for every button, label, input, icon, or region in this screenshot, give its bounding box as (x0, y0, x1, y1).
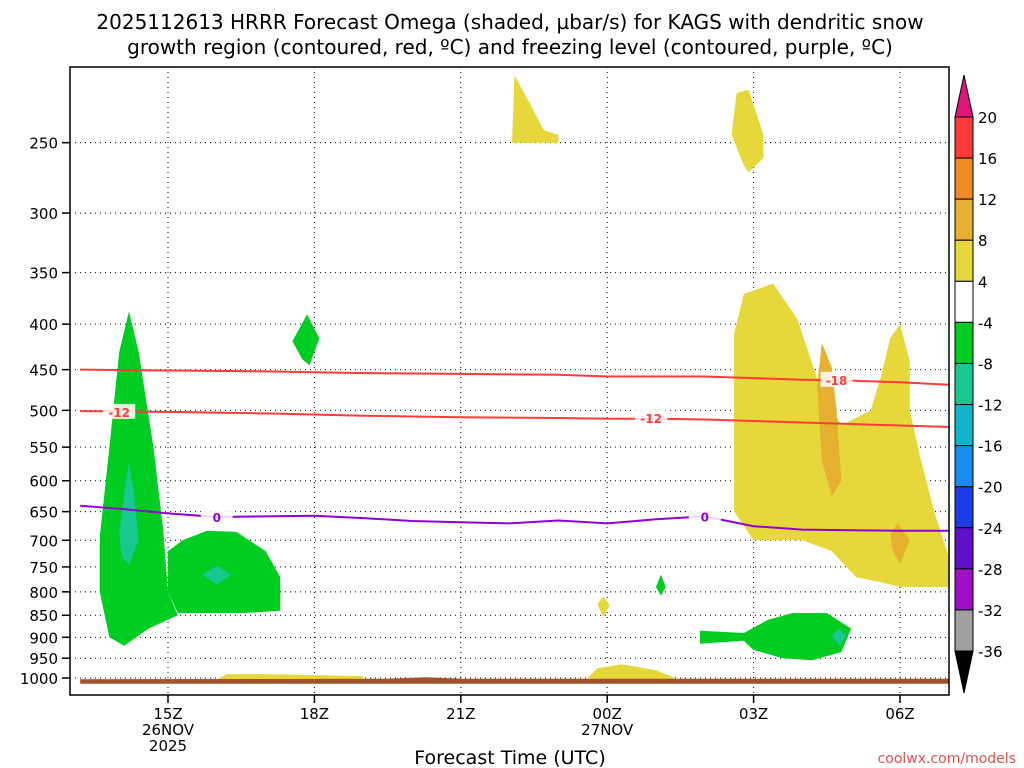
freezing-label-1: 0 (701, 510, 709, 524)
chart-title-line-2: growth region (contoured, red, ºC) and f… (127, 35, 893, 59)
colorbar-swatch-5 (954, 321, 974, 364)
x-tick-label-15-1: 26NOV (142, 721, 195, 739)
y-tick-label-750: 750 (29, 559, 58, 577)
colorbar-swatch-12 (954, 609, 974, 652)
dgz-label-0-bg (820, 371, 853, 387)
y-tick-label-650: 650 (29, 504, 58, 522)
x-tick-label-18-0: 18Z (300, 705, 329, 723)
freezing-label-0-bg (200, 508, 233, 524)
chart-title-line-1: 2025112613 HRRR Forecast Omega (shaded, … (96, 10, 923, 34)
colorbar-label-5: -4 (978, 314, 993, 332)
y-tick-label-350: 350 (29, 265, 58, 283)
omega-region-10 (597, 596, 610, 618)
omega-region-9 (890, 523, 910, 565)
colorbar: 20 16 12 8 4 -4 -8 -12 -16 -20 -24 -28 -32 -36 (954, 74, 1003, 694)
x-tick-label-21-0: 21Z (446, 705, 475, 723)
y-tick-label-550: 550 (29, 439, 58, 457)
x-tick-label-24-0: 00Z (593, 705, 622, 723)
colorbar-swatch-4 (954, 280, 974, 323)
x-tick-label-24-1: 27NOV (581, 721, 634, 739)
dgz-label-2-bg (103, 403, 136, 419)
omega-region-7 (734, 283, 949, 587)
dgz-label-2: -12 (108, 406, 130, 420)
credit-text: coolwx.com/models (878, 751, 1016, 767)
dgz-label-0: -18 (826, 374, 848, 388)
omega-region-13 (831, 628, 847, 646)
omega-region-16 (80, 677, 949, 684)
colorbar-swatch-10 (954, 527, 974, 570)
dgz-label-1-bg (635, 409, 668, 425)
omega-region-0 (99, 311, 178, 646)
freezing-label-0: 0 (213, 511, 221, 525)
colorbar-label-12: -32 (978, 602, 1003, 620)
colorbar-swatch-11 (954, 568, 974, 611)
x-tick-label-27-0: 03Z (739, 705, 768, 723)
colorbar-label-11: -28 (978, 561, 1003, 579)
omega-shading (80, 75, 949, 684)
contour-labels: -18 -12 -12 0 0 (103, 371, 853, 525)
dgz-label-1: -12 (640, 412, 662, 426)
colorbar-label-1: 16 (978, 150, 997, 168)
omega-region-5 (512, 75, 559, 143)
colorbar-label-9: -20 (978, 479, 1003, 497)
y-tick-label-850: 850 (29, 607, 58, 625)
colorbar-swatch-2 (954, 198, 974, 241)
colorbar-label-0: 20 (978, 109, 997, 127)
colorbar-swatch-3 (954, 239, 974, 282)
colorbar-label-3: 8 (978, 232, 988, 250)
x-tick-label-15-2: 2025 (149, 737, 187, 755)
colorbar-swatch-9 (954, 486, 974, 529)
colorbar-label-4: 4 (978, 273, 988, 291)
colorbar-label-7: -12 (978, 397, 1003, 415)
colorbar-label-13: -36 (978, 643, 1003, 661)
colorbar-top-arrow (954, 74, 974, 118)
omega-region-6 (731, 89, 764, 173)
x-tick-label-15-0: 15Z (153, 705, 182, 723)
y-tick-label-900: 900 (29, 629, 58, 647)
y-tick-label-1000: 1000 (20, 670, 58, 688)
dgz-contour-1 (80, 410, 949, 428)
colorbar-label-10: -24 (978, 520, 1003, 538)
freezing-label-1-bg (688, 508, 721, 524)
plot-frame (69, 66, 950, 696)
colorbar-swatch-8 (954, 445, 974, 488)
y-tick-label-800: 800 (29, 584, 58, 602)
y-tick-label-950: 950 (29, 650, 58, 668)
y-tick-label-450: 450 (29, 362, 58, 380)
y-tick-label-300: 300 (29, 205, 58, 223)
y-tick-label-400: 400 (29, 316, 58, 334)
colorbar-label-8: -16 (978, 438, 1003, 456)
colorbar-bottom-arrow (954, 650, 974, 694)
colorbar-swatch-0 (954, 116, 974, 159)
omega-region-3 (202, 565, 232, 585)
colorbar-label-6: -8 (978, 355, 993, 373)
y-tick-label-250: 250 (29, 135, 58, 153)
y-axis-ticks: 250 300 350 400 450 500 550 600 650 700 750 800 850 9… (20, 135, 70, 688)
y-tick-label-600: 600 (29, 473, 58, 491)
omega-region-12 (699, 613, 852, 661)
omega-region-14 (587, 664, 676, 682)
omega-region-11 (656, 574, 666, 596)
colorbar-label-2: 12 (978, 191, 997, 209)
colorbar-swatch-1 (954, 157, 974, 200)
omega-region-4 (292, 314, 320, 366)
x-tick-label-30-0: 06Z (885, 705, 914, 723)
omega-region-1 (119, 460, 139, 565)
y-tick-label-700: 700 (29, 532, 58, 550)
colorbar-swatch-7 (954, 404, 974, 447)
colorbar-swatch-6 (954, 362, 974, 406)
y-tick-label-500: 500 (29, 402, 58, 420)
x-axis-label: Forecast Time (UTC) (414, 747, 605, 768)
